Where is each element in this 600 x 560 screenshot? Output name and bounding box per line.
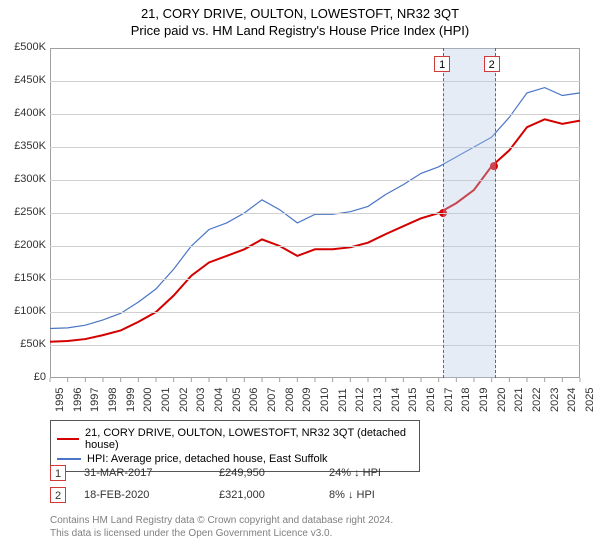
xtick-label: 1995 <box>54 388 66 412</box>
ytick-label: £400K <box>2 107 46 119</box>
legend-swatch <box>57 438 79 440</box>
xtick-label: 1999 <box>125 388 137 412</box>
sales-row-marker: 2 <box>50 487 66 503</box>
xtick-label: 2023 <box>549 388 561 412</box>
sales-row-price: £249,950 <box>219 467 329 479</box>
xtick-label: 2021 <box>513 388 525 412</box>
xtick-label: 2013 <box>372 388 384 412</box>
highlight-band <box>443 48 496 378</box>
xtick-label: 2000 <box>142 388 154 412</box>
xtick-label: 2009 <box>301 388 313 412</box>
xtick-label: 2008 <box>284 388 296 412</box>
xtick-label: 2006 <box>248 388 260 412</box>
ytick-label: £50K <box>2 338 46 350</box>
xtick-label: 2022 <box>531 388 543 412</box>
ytick-label: £300K <box>2 173 46 185</box>
xtick-label: 2007 <box>266 388 278 412</box>
gridline-h <box>50 312 580 313</box>
ytick-label: £0 <box>2 371 46 383</box>
series-line-hpi <box>50 88 580 329</box>
sales-row-delta: 8% ↓ HPI <box>329 489 449 501</box>
xtick-label: 2005 <box>231 388 243 412</box>
ytick-label: £350K <box>2 140 46 152</box>
ytick-label: £500K <box>2 41 46 53</box>
gridline-h <box>50 213 580 214</box>
xtick-label: 2017 <box>443 388 455 412</box>
xtick-label: 2010 <box>319 388 331 412</box>
xtick-label: 2015 <box>407 388 419 412</box>
ytick-label: £100K <box>2 305 46 317</box>
gridline-h <box>50 114 580 115</box>
xtick-label: 2001 <box>160 388 172 412</box>
ytick-label: £450K <box>2 74 46 86</box>
xtick-label: 2018 <box>460 388 472 412</box>
sales-row: 1 31-MAR-2017£249,95024% ↓ HPI <box>50 462 449 484</box>
gridline-h <box>50 180 580 181</box>
xtick-label: 2011 <box>337 388 349 412</box>
xtick-label: 1998 <box>107 388 119 412</box>
xtick-label: 2012 <box>354 388 366 412</box>
ytick-label: £150K <box>2 272 46 284</box>
xtick-label: 2004 <box>213 388 225 412</box>
xtick-label: 2002 <box>178 388 190 412</box>
chart-container: 21, CORY DRIVE, OULTON, LOWESTOFT, NR32 … <box>0 0 600 560</box>
sales-row-delta: 24% ↓ HPI <box>329 467 449 479</box>
xtick-label: 1996 <box>72 388 84 412</box>
ytick-label: £200K <box>2 239 46 251</box>
sale-marker-2: 2 <box>484 56 500 72</box>
xtick-label: 2024 <box>566 388 578 412</box>
sales-row-date: 18-FEB-2020 <box>84 489 219 501</box>
sale-marker-1: 1 <box>434 56 450 72</box>
xtick-label: 2020 <box>496 388 508 412</box>
sales-row-price: £321,000 <box>219 489 329 501</box>
footer-attribution: Contains HM Land Registry data © Crown c… <box>50 514 393 540</box>
footer-line: Contains HM Land Registry data © Crown c… <box>50 514 393 527</box>
gridline-h <box>50 246 580 247</box>
xtick-label: 2003 <box>195 388 207 412</box>
legend-swatch <box>57 458 81 459</box>
xtick-label: 2014 <box>390 388 402 412</box>
gridline-h <box>50 345 580 346</box>
xtick-label: 1997 <box>89 388 101 412</box>
ytick-label: £250K <box>2 206 46 218</box>
gridline-h <box>50 147 580 148</box>
sales-row-marker: 1 <box>50 465 66 481</box>
xtick-label: 2016 <box>425 388 437 412</box>
legend-label: 21, CORY DRIVE, OULTON, LOWESTOFT, NR32 … <box>85 427 413 451</box>
gridline-h <box>50 279 580 280</box>
footer-line: This data is licensed under the Open Gov… <box>50 527 393 540</box>
legend-item-property: 21, CORY DRIVE, OULTON, LOWESTOFT, NR32 … <box>57 427 413 451</box>
gridline-h <box>50 81 580 82</box>
sales-row-date: 31-MAR-2017 <box>84 467 219 479</box>
sales-row: 2 18-FEB-2020£321,0008% ↓ HPI <box>50 484 449 506</box>
sales-table: 1 31-MAR-2017£249,95024% ↓ HPI 2 18-FEB-202… <box>50 462 449 506</box>
xtick-label: 2019 <box>478 388 490 412</box>
xtick-label: 2025 <box>584 388 596 412</box>
